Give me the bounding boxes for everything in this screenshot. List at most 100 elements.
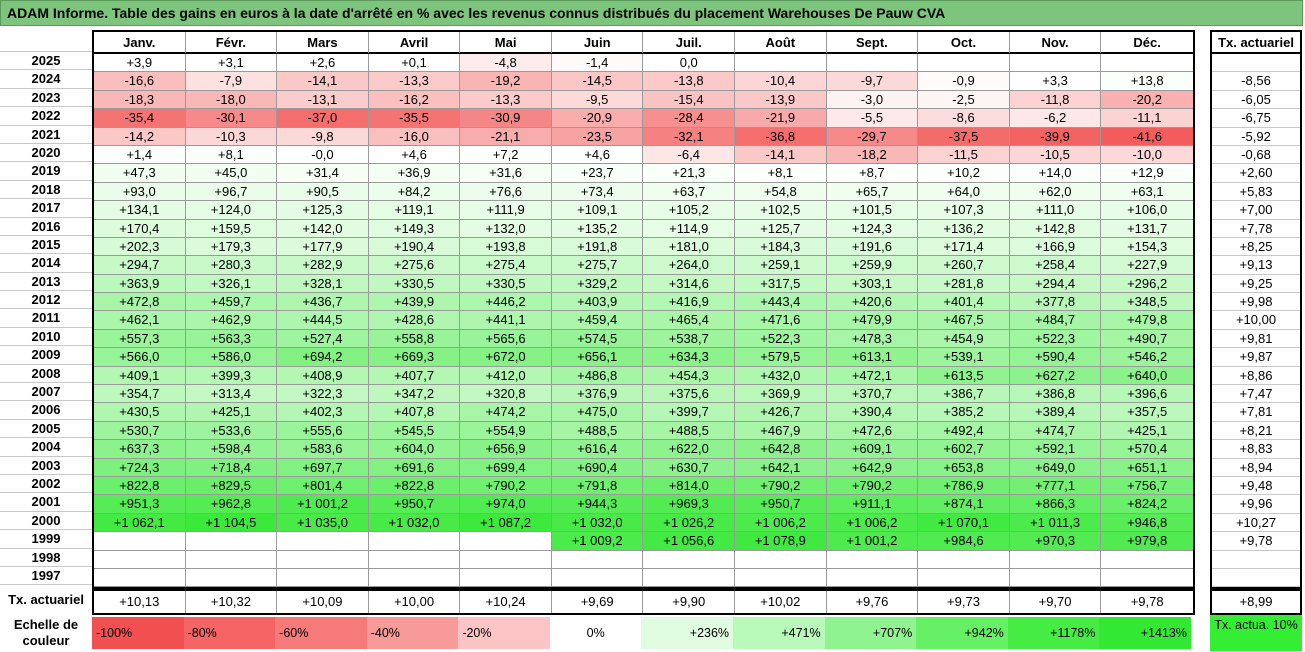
heatmap-cell: +320,8 (460, 385, 552, 404)
heatmap-cell: -41,6 (1101, 127, 1193, 146)
heatmap-cell: +294,4 (1009, 274, 1102, 294)
heatmap-cell: +65,7 (826, 182, 919, 202)
year-label: 2003 (0, 457, 92, 475)
color-scale-swatch: 0% (549, 617, 642, 649)
heatmap-cell: +347,2 (368, 385, 461, 404)
heatmap-cell: +190,4 (368, 237, 461, 257)
year-label: 2012 (0, 291, 92, 310)
heatmap-cell: +260,7 (918, 256, 1010, 275)
rate-value: +9,78 (1212, 532, 1300, 551)
heatmap-cell (735, 54, 827, 73)
year-header (0, 30, 92, 52)
heatmap-cell: +357,5 (1101, 403, 1193, 422)
heatmap-cell: +330,5 (460, 274, 552, 294)
heatmap-cell: +622,0 (643, 440, 736, 459)
heatmap-cell: +533,6 (185, 421, 278, 441)
color-scale-label: Echelle de couleur (13, 617, 79, 648)
heatmap-row: +1,4 +8,1 -0,0 +4,6 +7,2 +4,6 -6,4 -14,1 -18,2 -1… (94, 145, 1193, 165)
heatmap-row: -16,6 -7,9 -14,1 -13,3 -19,2 -14,5 -13,8 -10,4-… (94, 72, 1193, 91)
heatmap-cell (277, 550, 369, 569)
heatmap-cell: 0,0 (643, 54, 736, 73)
heatmap-cell: +3,3 (1009, 72, 1102, 91)
heatmap-cell: +950,7 (368, 495, 461, 514)
heatmap-cell: +275,6 (368, 256, 461, 275)
heatmap-cell: +177,9 (277, 237, 369, 257)
heatmap-cell: +45,0 (185, 164, 278, 183)
heatmap-cell: +441,1 (460, 311, 552, 330)
heatmap-cell: +191,8 (551, 237, 644, 257)
heatmap-cell: -13,1 (277, 90, 369, 110)
heatmap-cell: +472,6 (826, 421, 919, 441)
footer-value: +9,90 (643, 591, 736, 613)
heatmap-cell: +425,1 (1101, 421, 1193, 441)
month-header: Juin (551, 32, 644, 54)
rate-value: +8,21 (1212, 422, 1300, 441)
heatmap-cell: +425,1 (185, 403, 278, 422)
heatmap-cell (1009, 54, 1102, 73)
heatmap-cell: +377,8 (1009, 293, 1102, 312)
heatmap-cell: -10,5 (1009, 145, 1102, 165)
heatmap-cell: +47,3 (94, 164, 186, 183)
rate-value: +9,25 (1212, 275, 1300, 294)
heatmap-cell: +416,9 (643, 293, 736, 312)
heatmap-cell (1101, 550, 1193, 569)
heatmap-row: +822,8 +829,5 +801,4 +822,8 +790,2 +791,8 +814… (94, 476, 1193, 496)
heatmap-cell: +296,2 (1101, 274, 1193, 294)
heatmap-cell: +979,8 (1101, 532, 1193, 551)
heatmap-row (94, 550, 1193, 569)
heatmap-cell: +574,5 (551, 329, 644, 349)
year-label: 2001 (0, 493, 92, 512)
year-label: 2009 (0, 346, 92, 365)
rate-value: +10,00 (1212, 311, 1300, 330)
heatmap-cell: -13,3 (368, 72, 461, 91)
heatmap-cell: +10,2 (918, 164, 1010, 183)
rate-value: +8,83 (1212, 440, 1300, 459)
heatmap-cell: -16,0 (368, 127, 461, 146)
heatmap-cell: +258,4 (1009, 256, 1102, 275)
heatmap-cell (1009, 550, 1102, 569)
month-header: Mai (460, 32, 552, 54)
heatmap-cell: +111,0 (1009, 201, 1102, 220)
heatmap-cell (460, 568, 552, 588)
rate-value: +9,13 (1212, 256, 1300, 275)
heatmap-row: +294,7 +280,3 +282,9 +275,6 +275,4 +275,7 +264… (94, 256, 1193, 275)
year-label: 2019 (0, 162, 92, 181)
heatmap-cell: -13,8 (643, 72, 736, 91)
year-label: 1998 (0, 549, 92, 567)
year-label: 2010 (0, 328, 92, 347)
heatmap-row: -14,2 -10,3 -9,8 -16,0 -21,1 -23,5 -32,1 -36,8-… (94, 127, 1193, 146)
heatmap-cell: +12,9 (1101, 164, 1193, 183)
heatmap-cell: +1 032,0 (368, 513, 461, 533)
heatmap-cell: +281,8 (918, 274, 1010, 294)
heatmap-cell: +583,6 (277, 440, 369, 459)
heatmap-cell: +474,2 (460, 403, 552, 422)
heatmap-cell: +801,4 (277, 476, 369, 496)
heatmap-cell: +1 056,6 (643, 532, 736, 551)
heatmap-cell: +132,0 (460, 219, 552, 238)
heatmap-cell: +330,5 (368, 274, 461, 294)
heatmap-cell: +630,7 (643, 458, 736, 477)
heatmap-cell: -5,5 (826, 109, 919, 128)
heatmap-cell (460, 532, 552, 551)
month-header: Août (735, 32, 827, 54)
heatmap-cell: +446,2 (460, 293, 552, 312)
heatmap-cell: +428,6 (368, 311, 461, 330)
heatmap-cell: -9,7 (826, 72, 919, 91)
heatmap-cell: -35,4 (94, 109, 186, 128)
year-label: 2014 (0, 254, 92, 273)
heatmap-cell: -14,2 (94, 127, 186, 146)
heatmap-cell: +407,8 (368, 403, 461, 422)
heatmap-cell: +36,9 (368, 164, 461, 183)
heatmap-cell (1009, 568, 1102, 588)
heatmap-cell: +690,4 (551, 458, 644, 477)
heatmap-cell: +557,3 (94, 329, 186, 349)
heatmap-cell: +3,9 (94, 54, 186, 73)
heatmap-cell: +790,2 (460, 476, 552, 496)
heatmap-cell (368, 568, 461, 588)
heatmap-cell: +472,1 (826, 366, 919, 386)
heatmap-cell: +3,1 (185, 54, 278, 73)
rate-header: Tx. actuariel (1212, 32, 1300, 54)
heatmap-cell: +106,0 (1101, 201, 1193, 220)
heatmap-cell: -16,2 (368, 90, 461, 110)
rate-value: +7,47 (1212, 385, 1300, 404)
